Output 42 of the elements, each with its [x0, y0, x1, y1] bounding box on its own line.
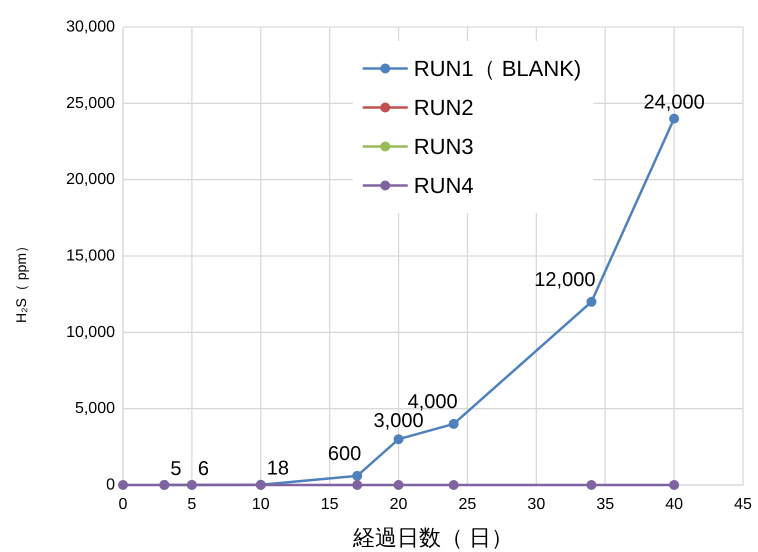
y-tick: 20,000	[66, 171, 115, 188]
point	[586, 480, 596, 490]
y-tick: 25,000	[66, 94, 115, 112]
data-label: 600	[328, 442, 362, 465]
data-label: 18	[266, 458, 290, 480]
y-title: H₂S（ ppm）	[13, 239, 29, 323]
x-tick: 20	[390, 496, 408, 513]
x-title: 経過日数（ 日）	[352, 525, 514, 550]
x-tick: 25	[458, 496, 476, 513]
point	[669, 480, 680, 490]
y-tick: 15,000	[66, 248, 115, 264]
point	[669, 114, 680, 124]
data-label: 3,000	[374, 410, 424, 432]
point	[352, 470, 362, 481]
x-tick: 15	[320, 496, 339, 513]
x-tick: 35	[596, 496, 614, 513]
data-label: 12,000	[534, 268, 596, 291]
x-tick: 30	[527, 496, 546, 513]
point	[394, 434, 404, 444]
point	[448, 480, 459, 490]
data-label: 5	[170, 458, 182, 480]
x-tick: 40	[665, 496, 683, 513]
point	[118, 480, 128, 490]
y-tick: 10,000	[66, 324, 115, 341]
y-tick: 30,000	[66, 18, 115, 36]
data-label: 6	[198, 458, 210, 480]
point	[586, 296, 596, 307]
point	[394, 480, 404, 490]
point	[352, 480, 362, 490]
x-tick: 45	[734, 496, 752, 513]
legend-label: RUN2	[414, 95, 474, 120]
data-label: 4,000	[408, 390, 458, 413]
x-tick: 10	[252, 496, 270, 513]
data-label: 24,000	[644, 92, 705, 114]
legend-label: RUN1（ BLANK)	[414, 56, 582, 81]
legend-label: RUN3	[414, 134, 474, 159]
x-tick: 5	[187, 496, 196, 513]
x-tick: 0	[118, 496, 128, 513]
y-tick: 5,000	[74, 400, 115, 418]
legend-label: RUN4	[414, 173, 474, 198]
y-tick: 0	[106, 476, 115, 494]
point	[448, 418, 459, 429]
